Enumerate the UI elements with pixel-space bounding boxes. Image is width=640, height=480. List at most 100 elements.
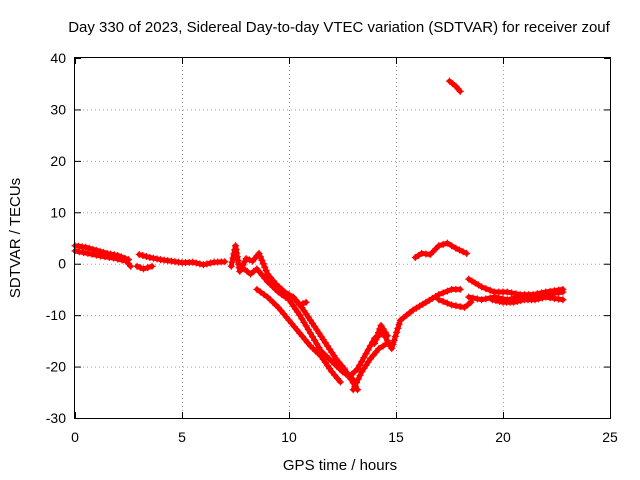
data-point-marker (373, 332, 381, 340)
data-point-marker (258, 256, 266, 264)
data-point-marker (313, 340, 321, 348)
series-track-outlier (446, 77, 464, 95)
data-point-marker (114, 255, 122, 263)
series-track-morning-low (133, 262, 156, 273)
data-point-marker (452, 302, 460, 310)
data-point-marker (255, 249, 263, 257)
data-point-marker (236, 267, 244, 275)
data-point-marker (207, 259, 215, 267)
data-point-marker (118, 256, 126, 264)
data-point-marker (196, 260, 204, 268)
data-point-marker (555, 295, 563, 303)
series-track-midday-d (289, 293, 310, 309)
data-point-marker (146, 254, 154, 262)
data-point-marker (302, 322, 310, 330)
data-point-marker (360, 354, 368, 362)
series-track-morning (135, 250, 229, 269)
data-point-marker (227, 262, 235, 270)
data-point-marker (443, 239, 451, 247)
data-point-marker (452, 244, 460, 252)
data-point-marker (374, 329, 382, 337)
series-track-midday-a (227, 242, 361, 394)
data-point-marker (232, 245, 240, 253)
data-point-marker (478, 283, 486, 291)
data-point-marker (465, 293, 473, 301)
data-point-marker (232, 242, 239, 250)
data-point-marker (302, 298, 310, 306)
y-tick-label: -10 (46, 307, 66, 323)
data-point-marker (203, 260, 211, 268)
data-point-marker (395, 320, 403, 328)
data-point-marker (546, 294, 554, 302)
y-tick-label: -20 (46, 359, 66, 375)
data-point-marker (455, 246, 463, 254)
data-point-marker (439, 297, 447, 305)
data-point-marker (495, 297, 503, 305)
series-track-recovery-b (349, 339, 391, 394)
y-tick-label: 10 (50, 204, 66, 220)
data-point-marker (388, 345, 396, 353)
series-line (241, 266, 356, 382)
data-point-marker (531, 296, 539, 304)
data-point-marker (97, 252, 105, 260)
data-point-marker (508, 289, 516, 297)
data-point-marker (84, 249, 92, 257)
data-point-marker (456, 285, 464, 293)
data-point-marker (492, 297, 500, 305)
data-point-marker (300, 318, 308, 326)
data-point-marker (306, 329, 314, 337)
y-axis-label: SDTVAR / TECUs (7, 178, 24, 298)
data-point-marker (439, 240, 447, 248)
data-point-marker (473, 295, 481, 303)
data-point-marker (262, 267, 270, 275)
data-point-marker (228, 258, 236, 266)
data-point-marker (456, 303, 464, 311)
data-point-marker (148, 262, 156, 270)
data-point-marker (390, 336, 398, 344)
data-point-marker (383, 339, 391, 347)
data-point-marker (101, 253, 109, 261)
data-point-marker (394, 324, 402, 332)
data-point-marker (242, 255, 250, 263)
data-point-marker (379, 342, 387, 350)
data-point-marker (309, 333, 317, 341)
data-point-marker (281, 293, 289, 301)
data-point-marker (339, 368, 346, 376)
data-point-marker (315, 344, 323, 352)
data-point-marker (92, 251, 100, 259)
data-point-marker (353, 379, 361, 387)
data-point-marker (311, 336, 319, 344)
series-track-recovery-c (371, 321, 391, 347)
x-tick-label: 25 (602, 429, 618, 445)
data-point-marker (559, 296, 567, 304)
data-point-marker (364, 346, 372, 354)
data-point-marker (135, 250, 143, 258)
axis-ticks: 0 5 10 15 20 25 -30 -20 -10 0 10 20 30 40 (46, 50, 618, 445)
data-point-marker (559, 288, 567, 296)
data-point-marker (371, 339, 379, 347)
data-point-marker (383, 332, 391, 340)
data-point-marker (366, 342, 374, 350)
data-point-marker (229, 254, 237, 262)
y-tick-label: 0 (58, 256, 66, 272)
data-point-marker (221, 258, 229, 266)
data-point-marker (353, 365, 361, 373)
data-point-marker (261, 263, 269, 271)
data-point-marker (253, 285, 261, 293)
data-point-marker (149, 254, 157, 262)
data-point-marker (456, 87, 464, 95)
plot-frame (74, 57, 611, 419)
data-point-marker (336, 378, 344, 386)
data-point-marker (274, 288, 282, 296)
data-point-marker (256, 288, 264, 296)
data-point-marker (459, 248, 467, 256)
data-point-marker (351, 382, 359, 390)
data-point-marker (435, 296, 443, 304)
data-point-marker (133, 262, 141, 270)
data-point-marker (542, 293, 550, 301)
x-tick-label: 20 (495, 429, 511, 445)
data-point-marker (448, 301, 456, 309)
data-point-marker (389, 341, 397, 349)
data-point-marker (358, 357, 366, 365)
series-track-upper-arc (411, 239, 471, 262)
